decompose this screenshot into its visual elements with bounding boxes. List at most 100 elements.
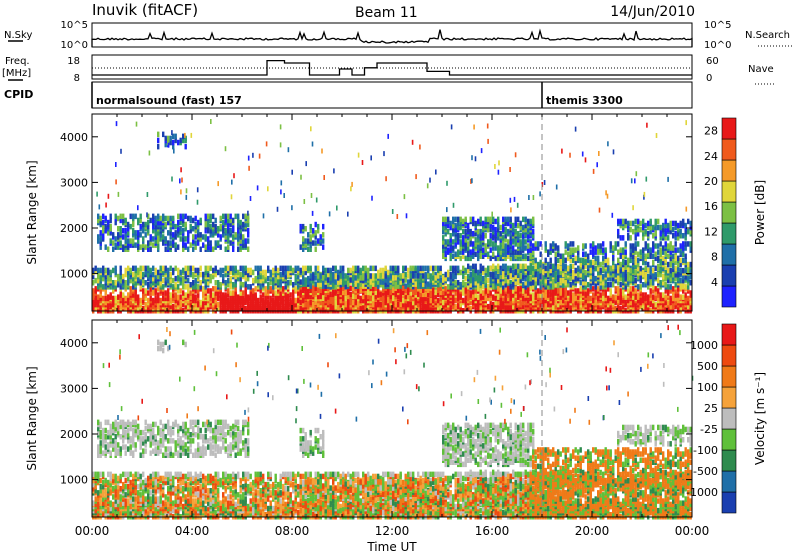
power-cell xyxy=(662,233,665,239)
power-cell xyxy=(619,292,622,298)
power-cell xyxy=(124,217,127,224)
power-cell xyxy=(599,267,602,274)
power-cell xyxy=(209,277,212,284)
power-cell xyxy=(224,306,227,312)
power-cell xyxy=(619,272,622,278)
power-cell xyxy=(499,241,502,247)
power-cell xyxy=(309,246,312,252)
power-cell xyxy=(222,213,225,220)
power-cell xyxy=(144,295,147,302)
power-cell xyxy=(162,284,165,290)
power-cell xyxy=(367,267,370,274)
power-cell xyxy=(617,257,620,264)
power-cell xyxy=(679,277,682,284)
power-cell xyxy=(644,228,647,235)
power-cell xyxy=(322,265,325,272)
power-cell xyxy=(507,295,510,302)
power-cell xyxy=(197,284,200,290)
power-cell xyxy=(554,272,557,278)
power-cell xyxy=(207,294,210,300)
power-cell xyxy=(634,288,637,294)
power-cell xyxy=(469,249,472,255)
power-cell xyxy=(509,222,512,229)
power-cell xyxy=(602,255,605,262)
power-cell xyxy=(227,217,230,224)
power-cell xyxy=(552,247,555,253)
power-cell xyxy=(214,294,217,300)
power-cell xyxy=(154,219,157,226)
power-cell xyxy=(352,269,355,276)
power-cell xyxy=(504,255,507,262)
power-cell xyxy=(657,288,660,294)
power-cell xyxy=(687,261,690,268)
power-cell xyxy=(132,271,135,278)
power-cell xyxy=(477,243,480,249)
power-cell xyxy=(464,301,467,308)
power-cell xyxy=(484,306,487,312)
power-cell xyxy=(634,241,637,247)
power-cell xyxy=(477,237,480,243)
power-cell xyxy=(664,249,667,255)
power-cell xyxy=(592,292,595,298)
power-cell xyxy=(644,282,647,288)
power-cell xyxy=(489,237,492,243)
power-cell xyxy=(579,261,582,268)
power-cell xyxy=(459,292,462,298)
power-cell xyxy=(617,294,620,300)
power-cell xyxy=(474,241,477,247)
power-cell xyxy=(634,255,637,262)
power-cell xyxy=(169,277,172,284)
power-cell xyxy=(174,234,177,240)
power-cell xyxy=(304,242,307,248)
power-cell xyxy=(149,286,152,292)
power-cell xyxy=(244,282,247,288)
power-cell xyxy=(294,273,297,280)
power-cell xyxy=(679,249,682,255)
power-cell xyxy=(109,238,112,244)
power-cell xyxy=(677,297,680,304)
power-cell xyxy=(659,292,662,298)
power-cell xyxy=(444,239,447,245)
power-cell xyxy=(287,265,290,272)
power-cell xyxy=(172,215,175,222)
power-cell xyxy=(659,267,662,274)
power-cell xyxy=(144,221,147,228)
power-cell xyxy=(512,226,515,233)
power-cell xyxy=(584,270,587,276)
power-cell xyxy=(327,267,330,274)
power-cell xyxy=(259,284,262,290)
power-cell xyxy=(142,292,145,298)
power-cell xyxy=(627,280,630,286)
power-cell xyxy=(444,275,447,282)
power-cell xyxy=(447,269,450,276)
power-cell xyxy=(104,284,107,290)
power-cell xyxy=(634,249,637,255)
power-cell xyxy=(237,240,240,246)
power-cell xyxy=(494,299,497,306)
power-cell xyxy=(212,246,215,252)
power-cell xyxy=(314,246,317,252)
power-cell xyxy=(112,246,115,252)
power-cell xyxy=(129,223,132,230)
power-cell xyxy=(572,306,575,312)
power-cell xyxy=(189,215,192,222)
power-cell xyxy=(452,253,455,259)
power-cell xyxy=(104,215,107,222)
power-cell xyxy=(122,292,125,298)
power-cell xyxy=(609,282,612,288)
power-cell xyxy=(479,233,482,239)
power-cell xyxy=(664,235,667,241)
power-cell xyxy=(679,257,682,264)
power-cell xyxy=(669,284,672,290)
power-cell xyxy=(449,271,452,278)
power-cell xyxy=(689,280,692,286)
power-cell xyxy=(612,263,615,270)
power-cell xyxy=(187,246,190,252)
power-cell xyxy=(494,255,497,262)
power-cell xyxy=(452,239,455,245)
power-cell xyxy=(172,292,175,298)
power-cell xyxy=(524,226,527,233)
power-cell xyxy=(127,265,130,272)
freq-tick-bottom: 8 xyxy=(74,73,80,84)
power-cell xyxy=(97,238,100,244)
